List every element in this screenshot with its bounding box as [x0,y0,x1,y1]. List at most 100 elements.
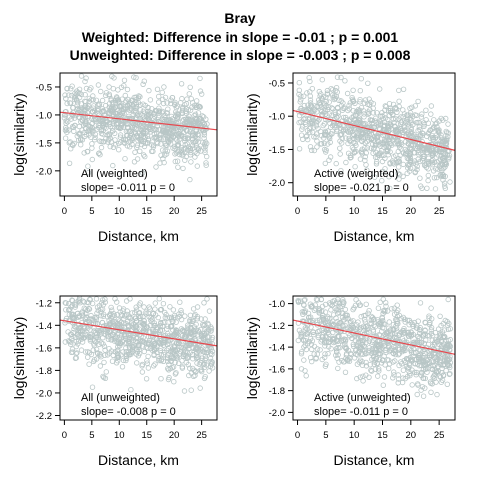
data-point [159,89,165,96]
data-point [140,321,146,327]
data-point [396,140,402,147]
data-point [373,355,379,362]
data-point [322,160,328,167]
data-point [160,96,166,103]
data-point [181,388,188,394]
data-point [128,328,134,334]
data-point [359,146,365,152]
data-point [198,91,205,97]
data-point [324,90,331,96]
data-point [96,102,103,108]
data-point [102,296,108,302]
legend-group-label: All (unweighted) [81,392,160,404]
data-point [427,360,433,366]
data-point [65,300,72,307]
data-point [322,354,328,361]
data-point [321,339,328,345]
data-point [175,164,181,170]
data-point [172,158,178,165]
data-point [178,316,185,323]
data-point [102,115,108,121]
data-point [323,111,329,117]
data-point [428,327,434,333]
data-point [334,114,340,121]
data-point [142,134,148,141]
data-point [343,117,350,123]
data-point [158,307,164,313]
data-point [199,334,205,340]
data-point [203,160,209,166]
data-point [167,100,174,107]
data-point [356,109,362,116]
data-point [76,297,82,303]
data-point [310,329,316,336]
data-point [206,308,213,314]
data-point [166,314,172,321]
data-point [98,306,104,312]
data-point [387,331,393,337]
data-point [77,300,83,306]
data-point [327,154,334,160]
data-point [380,308,387,314]
data-point [438,322,444,329]
data-point [399,344,406,350]
data-point [86,86,93,93]
data-point [313,134,319,140]
data-point [195,354,201,360]
data-point [318,339,324,345]
data-point [353,108,360,115]
data-point [393,325,400,331]
x-tick-label: 25 [196,430,207,441]
data-point [193,346,199,353]
data-point [197,118,204,125]
data-point [132,149,138,155]
data-point [176,136,183,142]
data-point [191,367,197,373]
data-point [82,91,88,98]
data-point [311,147,318,154]
plot-frame [59,72,218,197]
data-point [377,332,383,339]
data-point [188,337,195,344]
data-point [415,361,421,367]
data-point [122,331,128,338]
data-point [102,92,109,99]
x-tick-label: 10 [114,430,125,441]
data-point [320,122,326,129]
data-point [140,108,147,114]
data-point [160,301,167,307]
data-point [110,99,116,105]
data-point [129,310,135,316]
data-point [101,359,107,366]
data-point [147,345,154,352]
data-point [425,120,432,126]
data-point [76,321,82,328]
data-point [396,144,403,150]
data-point [363,372,369,378]
y-tick-label: -1.5 [269,145,285,156]
data-point [121,139,127,145]
data-point [116,103,123,110]
data-point [180,146,187,153]
data-point [422,319,428,325]
data-point [128,387,134,393]
data-point [335,365,341,372]
data-point [128,351,134,357]
data-point [300,136,306,142]
data-point [112,142,119,148]
data-point [422,361,428,368]
data-point [193,143,199,149]
data-point [309,303,315,310]
data-point [400,367,407,373]
data-point [172,347,178,353]
data-point [141,78,147,84]
data-point [307,89,313,95]
data-point [354,375,360,382]
data-point [64,100,70,107]
y-tick-label: -1.4 [36,321,52,332]
data-point [162,148,168,154]
data-point [96,101,102,107]
data-point [340,338,347,344]
figure-title: Bray [224,10,256,26]
data-point [110,331,116,338]
